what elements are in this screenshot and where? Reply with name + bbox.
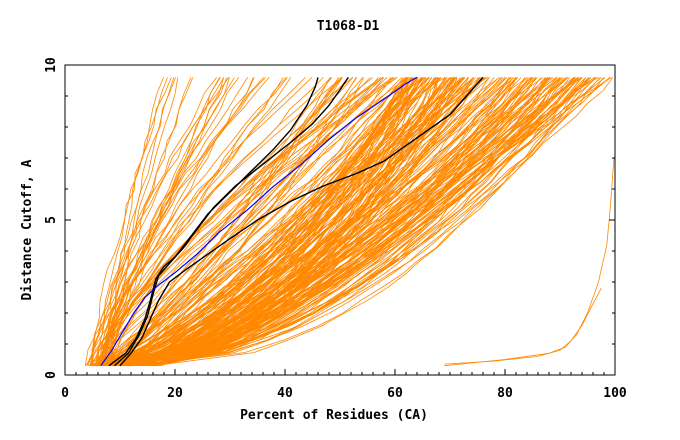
model-curve bbox=[119, 77, 392, 367]
model-curve bbox=[133, 77, 423, 367]
chart-title: T1068-D1 bbox=[317, 19, 380, 34]
model-curve bbox=[94, 77, 292, 366]
model-curve bbox=[98, 77, 168, 366]
x-tick-label: 0 bbox=[61, 386, 69, 401]
model-curve bbox=[130, 77, 596, 367]
model-curve bbox=[91, 77, 526, 367]
series-line-2 bbox=[114, 77, 349, 367]
model-curve bbox=[97, 77, 454, 367]
model-curve bbox=[101, 77, 470, 367]
model-curve bbox=[116, 77, 490, 367]
model-curve bbox=[116, 77, 533, 367]
model-curve bbox=[101, 77, 175, 366]
model-curve bbox=[102, 77, 176, 366]
model-curve bbox=[105, 77, 611, 367]
model-curve bbox=[102, 77, 313, 366]
model-curve bbox=[104, 77, 240, 366]
model-curve bbox=[152, 77, 568, 367]
model-curve bbox=[96, 77, 254, 366]
model-curve bbox=[106, 77, 353, 366]
model-curve bbox=[104, 77, 453, 367]
model-curve bbox=[112, 77, 349, 366]
model-curve bbox=[155, 77, 533, 367]
model-curve bbox=[112, 77, 438, 367]
model-curve bbox=[149, 77, 479, 367]
model-curve bbox=[118, 77, 602, 367]
model-curve bbox=[90, 77, 249, 366]
model-curve bbox=[96, 77, 488, 367]
model-curve bbox=[123, 77, 507, 367]
model-curve bbox=[96, 77, 482, 367]
x-tick-label: 20 bbox=[167, 386, 183, 401]
series-line-4 bbox=[100, 76, 418, 367]
x-tick-label: 40 bbox=[277, 386, 293, 401]
model-curve bbox=[143, 77, 550, 367]
y-tick-label: 0 bbox=[44, 371, 59, 379]
x-axis-label: Percent of Residues (CA) bbox=[240, 408, 428, 423]
model-curve bbox=[87, 77, 172, 366]
model-curve bbox=[89, 77, 264, 366]
model-curve bbox=[112, 77, 331, 367]
x-tick-label: 60 bbox=[387, 386, 403, 401]
model-curve bbox=[125, 77, 483, 367]
model-curve bbox=[138, 77, 517, 367]
model-curve bbox=[133, 77, 601, 367]
model-curve bbox=[128, 77, 464, 366]
model-curve bbox=[95, 77, 579, 367]
model-curve bbox=[444, 157, 615, 367]
model-curve bbox=[103, 77, 576, 367]
model-curve bbox=[96, 77, 565, 367]
model-curve bbox=[104, 77, 333, 366]
model-curve bbox=[104, 77, 332, 366]
x-tick-label: 80 bbox=[497, 386, 513, 401]
model-curve bbox=[114, 77, 532, 367]
model-curve bbox=[110, 77, 192, 366]
y-tick-label: 10 bbox=[44, 57, 59, 73]
axes: 0 20 40 60 80 100 0 5 10 bbox=[44, 57, 627, 401]
model-curve bbox=[122, 77, 598, 367]
model-curve bbox=[92, 77, 230, 366]
series-line-1 bbox=[108, 77, 319, 367]
model-curve bbox=[98, 77, 230, 366]
model-curve bbox=[130, 77, 433, 367]
other-model-curves bbox=[84, 77, 615, 367]
model-curve bbox=[109, 77, 354, 366]
model-curve bbox=[148, 77, 596, 367]
model-curve bbox=[101, 77, 398, 366]
model-curve bbox=[93, 77, 429, 367]
model-curve bbox=[97, 77, 514, 367]
model-curve bbox=[96, 77, 343, 367]
model-curve bbox=[135, 77, 500, 367]
model-curve bbox=[88, 77, 388, 367]
model-curve bbox=[102, 77, 437, 367]
model-curve bbox=[84, 77, 343, 366]
highlighted-model-curves bbox=[100, 76, 484, 367]
model-curve bbox=[104, 77, 383, 366]
model-curve bbox=[129, 77, 465, 366]
y-tick-label: 5 bbox=[44, 216, 59, 224]
model-curve bbox=[128, 77, 561, 367]
model-curve bbox=[130, 77, 406, 367]
model-curve bbox=[144, 77, 549, 367]
x-tick-label: 100 bbox=[603, 386, 627, 401]
model-curve bbox=[149, 77, 511, 367]
model-curve bbox=[111, 77, 424, 367]
model-curve bbox=[93, 77, 410, 367]
model-curve bbox=[126, 77, 413, 367]
series-line-3 bbox=[119, 76, 484, 367]
model-curve bbox=[128, 77, 614, 367]
model-curve bbox=[153, 77, 587, 367]
model-curve bbox=[444, 288, 602, 365]
y-axis-label: Distance Cutoff, A bbox=[20, 159, 35, 300]
